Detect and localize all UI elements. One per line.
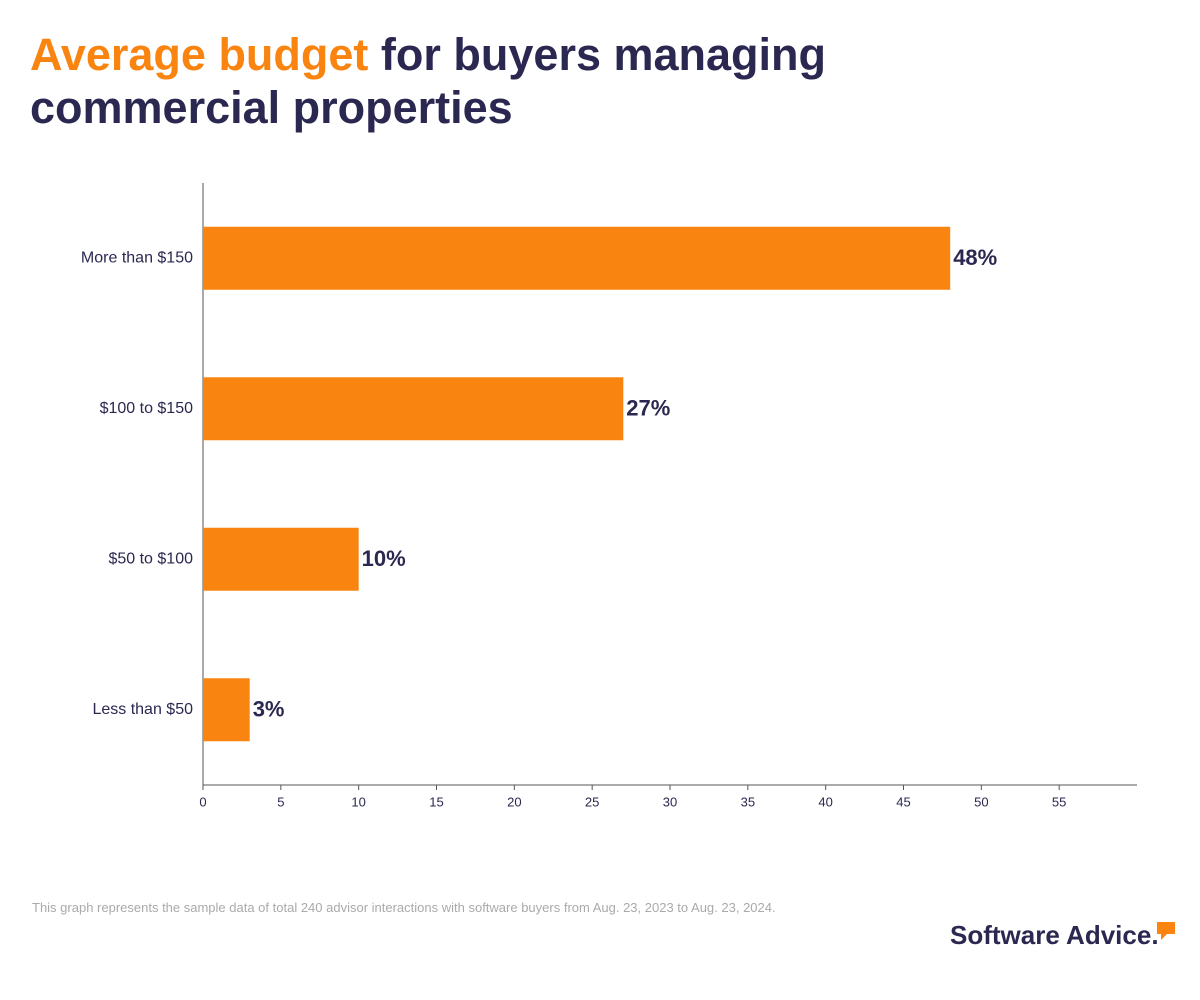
bar bbox=[203, 678, 250, 742]
chart-title: Average budget for buyers managing comme… bbox=[30, 28, 930, 134]
y-tick-label: Less than $50 bbox=[92, 701, 193, 718]
y-tick-label: More than $150 bbox=[81, 249, 193, 266]
value-label: 10% bbox=[362, 546, 406, 571]
value-label: 27% bbox=[626, 396, 670, 421]
x-tick-label: 40 bbox=[818, 794, 832, 809]
x-tick-label: 25 bbox=[585, 794, 599, 809]
value-label: 3% bbox=[253, 697, 285, 722]
bar bbox=[203, 226, 951, 290]
bar bbox=[203, 377, 624, 441]
title-rest: for buyers managing commercial propertie… bbox=[30, 29, 826, 133]
y-tick-label: $50 to $100 bbox=[108, 550, 193, 567]
x-tick-label: 45 bbox=[896, 794, 910, 809]
brand-logo: Software Advice. bbox=[950, 920, 1175, 951]
x-tick-label: 10 bbox=[351, 794, 365, 809]
x-tick-label: 0 bbox=[199, 794, 206, 809]
footnote: This graph represents the sample data of… bbox=[32, 900, 776, 915]
bar bbox=[203, 527, 359, 591]
brand-text: Software Advice. bbox=[950, 920, 1159, 950]
title-highlight: Average budget bbox=[30, 29, 369, 80]
y-tick-label: $100 to $150 bbox=[100, 400, 194, 417]
value-label: 48% bbox=[953, 245, 997, 270]
x-tick-label: 50 bbox=[974, 794, 988, 809]
x-tick-label: 35 bbox=[741, 794, 755, 809]
logo-icon bbox=[1157, 922, 1175, 940]
x-tick-label: 30 bbox=[663, 794, 677, 809]
x-tick-label: 5 bbox=[277, 794, 284, 809]
x-tick-label: 20 bbox=[507, 794, 521, 809]
x-tick-label: 15 bbox=[429, 794, 443, 809]
x-tick-label: 55 bbox=[1052, 794, 1066, 809]
